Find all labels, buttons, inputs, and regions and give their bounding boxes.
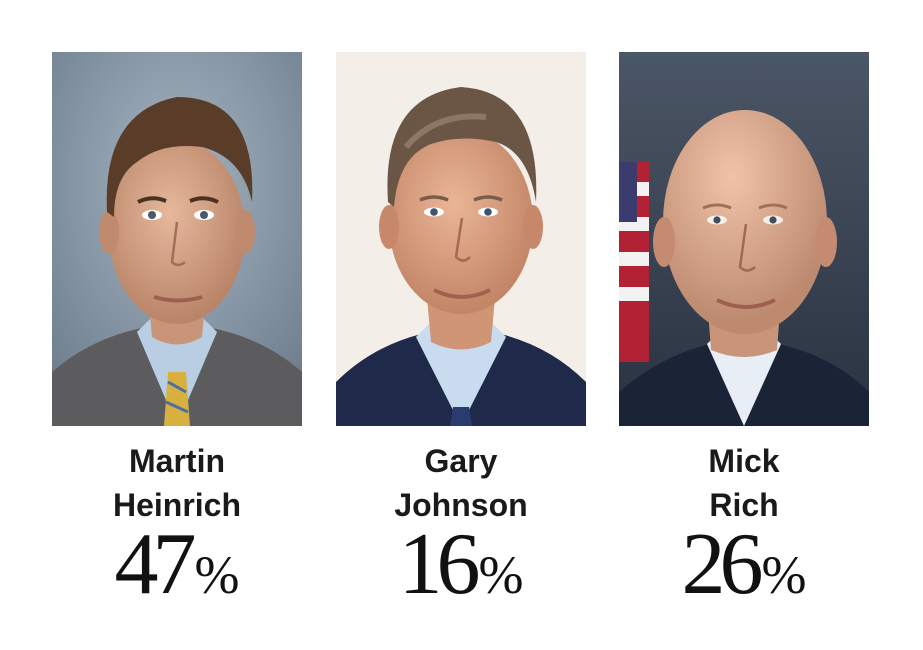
candidate-name: Mick Rich: [619, 439, 869, 527]
percentage-value: 26: [681, 516, 764, 613]
vote-percentage: 47%: [52, 521, 302, 629]
candidate-card-johnson: Gary Johnson 16%: [336, 52, 586, 629]
flag-graphic: [619, 162, 649, 362]
percentage-symbol: %: [194, 545, 240, 605]
candidate-last-name: Rich: [709, 487, 779, 523]
candidate-card-rich: Mick Rich 26%: [619, 52, 869, 629]
portrait-image: [336, 52, 586, 426]
vote-percentage: 26%: [619, 521, 869, 629]
candidate-name: Martin Heinrich: [52, 439, 302, 527]
candidate-first-name: Mick: [708, 443, 780, 479]
portrait-image: [619, 52, 869, 426]
candidate-last-name: Heinrich: [112, 487, 242, 523]
candidate-photo: [336, 52, 586, 426]
percentage-symbol: %: [761, 545, 807, 605]
candidate-photo: [619, 52, 869, 426]
vote-percentage: 16%: [336, 521, 586, 629]
candidate-first-name: Martin: [129, 443, 225, 479]
candidate-card-heinrich: Martin Heinrich 47%: [52, 52, 302, 629]
candidate-photo: [52, 52, 302, 426]
candidate-name: Gary Johnson: [336, 439, 586, 527]
percentage-value: 16: [398, 516, 481, 613]
portrait-image: [52, 52, 302, 426]
candidate-last-name: Johnson: [394, 487, 528, 523]
percentage-value: 47: [114, 516, 197, 613]
candidate-first-name: Gary: [424, 443, 498, 479]
percentage-symbol: %: [478, 545, 524, 605]
